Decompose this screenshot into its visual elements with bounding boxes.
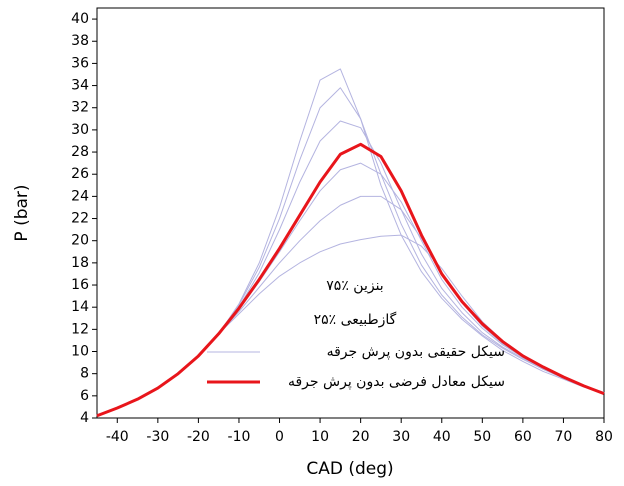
- y-tick-label: 38: [71, 33, 89, 49]
- y-tick-label: 14: [71, 299, 89, 315]
- y-tick-label: 36: [71, 55, 89, 71]
- y-tick-label: 18: [71, 255, 89, 271]
- y-tick-label: 28: [71, 144, 89, 160]
- x-tick-label: 20: [352, 429, 370, 445]
- x-tick-label: 50: [473, 429, 491, 445]
- x-tick-label: 80: [595, 429, 613, 445]
- x-tick-label: 70: [555, 429, 573, 445]
- x-tick-label: -40: [106, 429, 129, 445]
- x-tick-label: 10: [311, 429, 329, 445]
- y-tick-label: 32: [71, 100, 89, 116]
- y-tick-label: 16: [71, 277, 89, 293]
- x-tick-label: 0: [275, 429, 284, 445]
- y-axis-label: P (bar): [12, 184, 32, 241]
- legend-label: سیکل معادل فرضی بدون پرش جرقه: [288, 374, 505, 390]
- x-tick-label: -30: [146, 429, 169, 445]
- x-tick-label: 60: [514, 429, 532, 445]
- y-tick-label: 26: [71, 166, 89, 182]
- legend-label: سیکل حقیقی بدون پرش جرقه: [327, 344, 505, 360]
- y-tick-label: 24: [71, 188, 89, 204]
- y-tick-label: 10: [71, 344, 89, 360]
- y-tick-label: 22: [71, 211, 89, 227]
- y-tick-label: 12: [71, 321, 89, 337]
- y-tick-label: 20: [71, 233, 89, 249]
- y-tick-label: 8: [80, 366, 89, 382]
- x-tick-label: -20: [187, 429, 210, 445]
- y-tick-label: 4: [80, 410, 89, 426]
- y-tick-label: 6: [80, 388, 89, 404]
- data-line: [96, 120, 605, 417]
- data-line: [96, 142, 605, 418]
- plot-frame: [96, 7, 605, 419]
- x-tick-label: 40: [433, 429, 451, 445]
- y-tick-label: 30: [71, 122, 89, 138]
- x-axis-label: CAD (deg): [306, 459, 393, 479]
- data-line: [96, 68, 605, 417]
- y-tick-label: 34: [71, 78, 89, 94]
- x-tick-label: 30: [392, 429, 410, 445]
- annotation: گازطبیعی ٪۲۵: [314, 311, 397, 328]
- y-tick-label: 40: [71, 11, 89, 27]
- annotation: بنزین ٪۷۵: [326, 278, 383, 294]
- data-line: [96, 87, 605, 417]
- x-tick-label: -10: [228, 429, 251, 445]
